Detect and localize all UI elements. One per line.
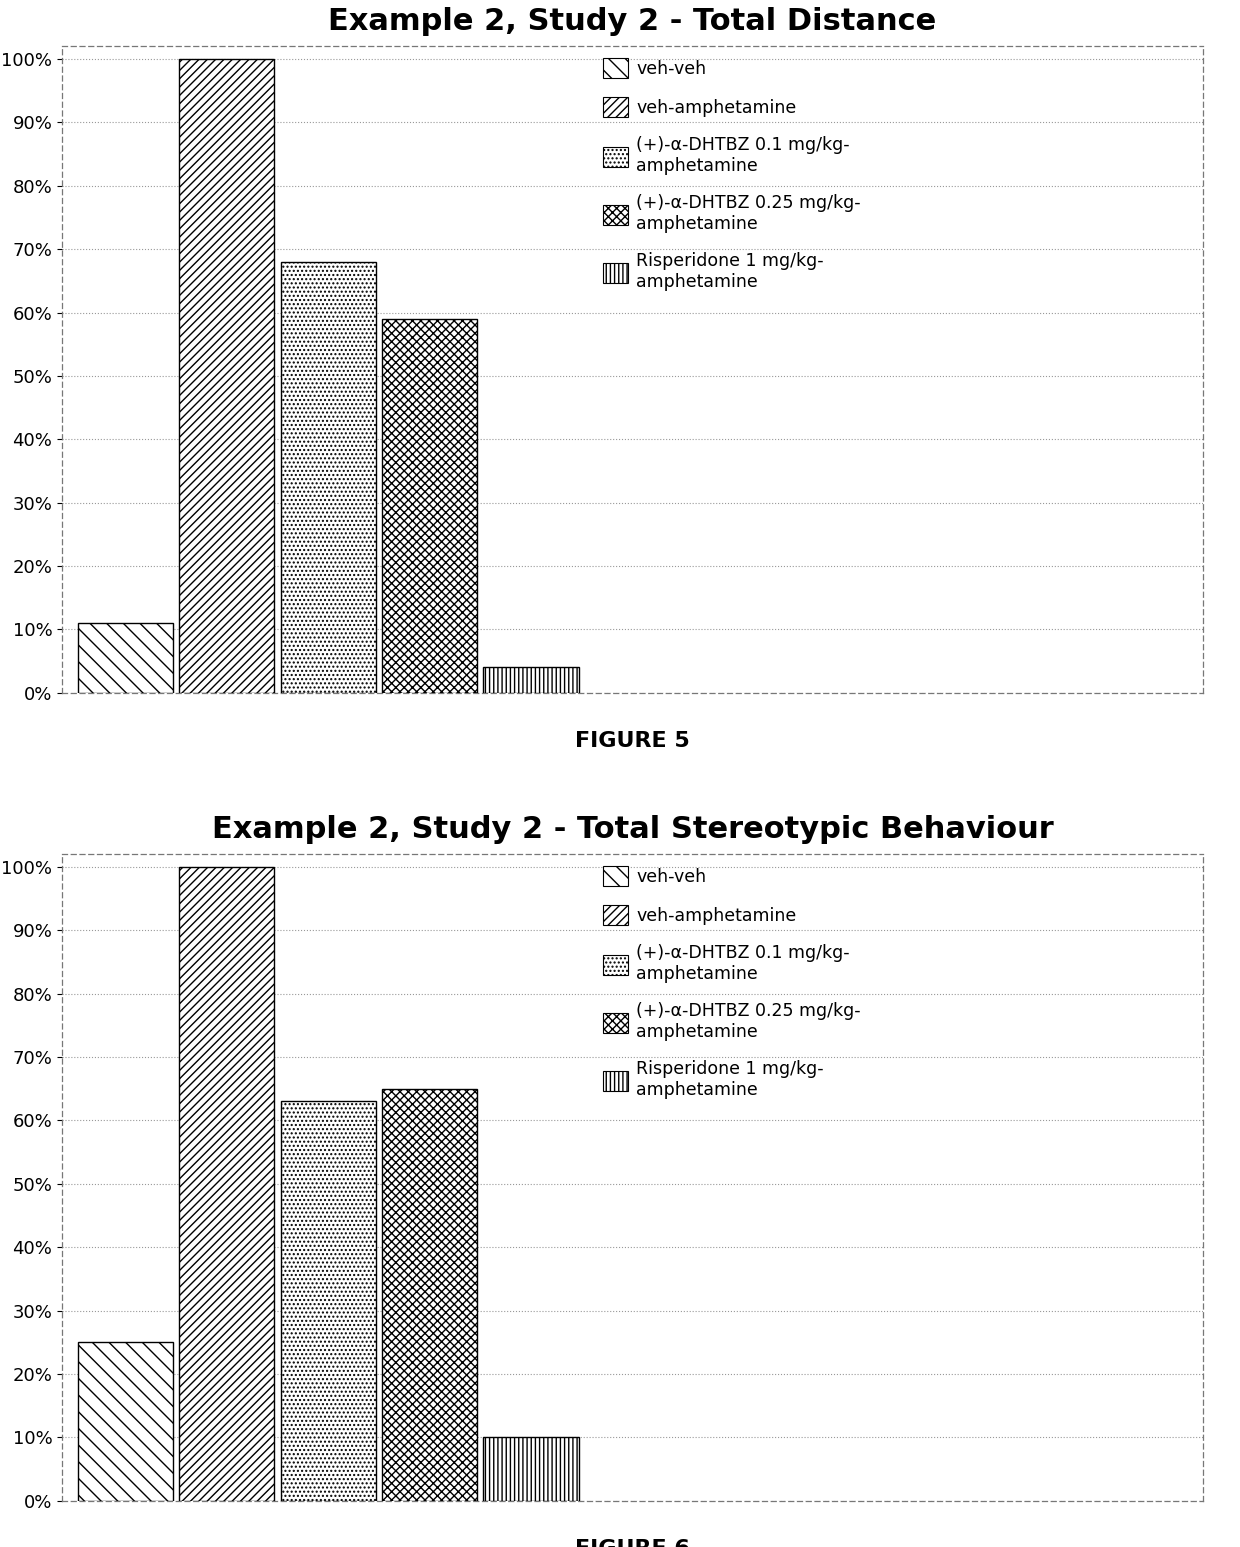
Legend: veh-veh, veh-amphetamine, (+)-α-DHTBZ 0.1 mg/kg-
amphetamine, (+)-α-DHTBZ 0.25 m: veh-veh, veh-amphetamine, (+)-α-DHTBZ 0.… [598,860,867,1105]
Bar [280,261,376,693]
Bar [382,1089,477,1501]
Bar [484,667,579,693]
Title: Example 2, Study 2 - Total Stereotypic Behaviour: Example 2, Study 2 - Total Stereotypic B… [212,815,1053,843]
Bar [78,1343,172,1501]
Text: FIGURE 5: FIGURE 5 [575,732,689,752]
Bar [78,623,172,693]
Bar [484,1437,579,1501]
Bar [180,59,274,693]
Text: FIGURE 6: FIGURE 6 [575,1539,689,1547]
Bar [382,319,477,693]
Bar [280,1101,376,1501]
Bar [180,866,274,1501]
Title: Example 2, Study 2 - Total Distance: Example 2, Study 2 - Total Distance [329,6,936,36]
Legend: veh-veh, veh-amphetamine, (+)-α-DHTBZ 0.1 mg/kg-
amphetamine, (+)-α-DHTBZ 0.25 m: veh-veh, veh-amphetamine, (+)-α-DHTBZ 0.… [598,53,867,295]
